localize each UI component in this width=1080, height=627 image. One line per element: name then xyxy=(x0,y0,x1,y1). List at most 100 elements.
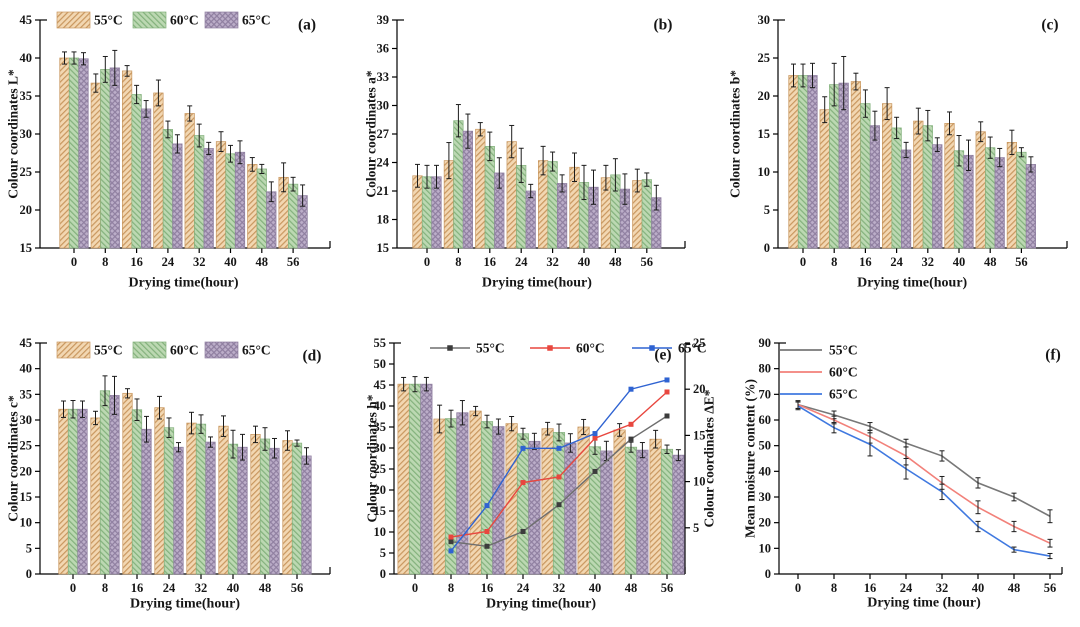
svg-text:24: 24 xyxy=(517,581,530,595)
x-axis-ticks: 0 8 16 24 32 40 48 56 xyxy=(412,574,673,595)
svg-text:15: 15 xyxy=(758,127,771,141)
svg-text:10: 10 xyxy=(693,475,706,489)
panel-d: 0 5 10 15 20 25 30 35 40 45 0 8 16 24 32 40 48 56 Colour c… xyxy=(0,311,360,622)
x-axis-label: Drying time(hour) xyxy=(130,597,240,612)
svg-text:25: 25 xyxy=(20,165,33,179)
bars-60°C xyxy=(797,75,1027,249)
svg-text:40: 40 xyxy=(374,399,387,413)
svg-text:30: 30 xyxy=(759,490,772,504)
svg-text:60°C: 60°C xyxy=(576,341,605,356)
error-bars-65°C xyxy=(423,376,681,462)
x-axis-label: Drying time (hour) xyxy=(867,596,981,611)
bars-60°C xyxy=(421,120,652,249)
svg-text:56: 56 xyxy=(1044,581,1057,595)
svg-text:32: 32 xyxy=(553,581,566,595)
svg-text:30: 30 xyxy=(758,13,771,27)
svg-text:48: 48 xyxy=(984,255,997,269)
x-axis-label: Drying time(hour) xyxy=(129,276,239,291)
panel-letter: (b) xyxy=(654,17,673,34)
svg-text:24: 24 xyxy=(890,255,903,269)
error-bars-65°C xyxy=(434,113,659,211)
svg-text:5: 5 xyxy=(26,541,32,555)
svg-text:20: 20 xyxy=(759,516,772,530)
error-bars-55°C xyxy=(401,376,659,449)
y-axis-ticks: 15 20 25 30 35 40 45 xyxy=(20,13,40,255)
svg-text:55°C: 55°C xyxy=(94,13,123,28)
svg-text:40: 40 xyxy=(224,255,237,269)
bars-65°C xyxy=(78,58,308,249)
svg-text:25: 25 xyxy=(758,51,771,65)
svg-text:40: 40 xyxy=(20,51,33,65)
svg-text:48: 48 xyxy=(1008,581,1021,595)
svg-text:10: 10 xyxy=(374,525,387,539)
svg-text:8: 8 xyxy=(831,581,837,595)
svg-text:40: 40 xyxy=(589,581,602,595)
panel-a-chart: 15 20 25 30 35 40 45 0 8 16 24 32 40 48 56 Colour coord… xyxy=(6,11,331,291)
error-bars-65°C xyxy=(810,55,1034,173)
svg-text:45: 45 xyxy=(20,336,33,350)
svg-text:10: 10 xyxy=(758,165,771,179)
error-bars-60°C xyxy=(70,375,300,459)
line-65°C xyxy=(795,401,1053,560)
svg-text:0: 0 xyxy=(70,581,76,595)
y-axis-ticks: 0 5 10 15 20 25 30 35 40 45 50 55 xyxy=(374,336,394,581)
x-axis-ticks: 0 8 16 24 32 40 48 56 xyxy=(70,574,303,595)
svg-text:18: 18 xyxy=(377,213,390,227)
axes xyxy=(39,342,331,575)
bars-60°C xyxy=(67,390,303,575)
svg-text:40: 40 xyxy=(227,581,240,595)
svg-text:0: 0 xyxy=(424,255,430,269)
y-axis-label: Mean moisture content (%) xyxy=(743,379,758,538)
svg-text:0: 0 xyxy=(412,581,418,595)
svg-text:16: 16 xyxy=(484,255,497,269)
error-bars-55°C xyxy=(62,51,287,193)
svg-text:15: 15 xyxy=(20,490,33,504)
line-55°C xyxy=(448,413,670,549)
x-axis-ticks: 0 8 16 24 32 40 48 56 xyxy=(71,248,299,269)
svg-text:25: 25 xyxy=(20,439,33,453)
svg-text:40: 40 xyxy=(20,362,33,376)
svg-text:30: 30 xyxy=(377,99,390,113)
panel-letter: (d) xyxy=(303,348,322,365)
svg-text:32: 32 xyxy=(546,255,559,269)
legend: 55°C 60°C 65°C xyxy=(56,11,271,29)
svg-text:0: 0 xyxy=(71,255,77,269)
svg-text:16: 16 xyxy=(864,581,877,595)
panel-c-chart: 0 5 10 15 20 25 30 0 8 16 24 32 40 48 56 Colour coordin… xyxy=(728,13,1068,291)
svg-text:65°C: 65°C xyxy=(829,387,858,402)
error-bars-65°C xyxy=(80,375,309,465)
svg-text:16: 16 xyxy=(481,581,494,595)
svg-text:24: 24 xyxy=(162,255,175,269)
y-axis-label: Colour coordinates b* xyxy=(728,70,743,198)
svg-text:40: 40 xyxy=(953,255,966,269)
svg-text:48: 48 xyxy=(609,255,622,269)
y-axis-label: Colour coordinates L* xyxy=(6,69,21,199)
x-axis-label: Drying time(hour) xyxy=(486,597,596,612)
panel-letter: (a) xyxy=(298,17,316,34)
svg-text:21: 21 xyxy=(377,184,390,198)
svg-text:15: 15 xyxy=(20,241,33,255)
y-axis-label: Colour coordinates c* xyxy=(6,395,21,522)
svg-text:33: 33 xyxy=(377,70,390,84)
svg-text:65°C: 65°C xyxy=(678,341,707,356)
svg-text:25: 25 xyxy=(693,336,706,350)
svg-text:0: 0 xyxy=(764,241,770,255)
svg-text:27: 27 xyxy=(377,127,390,141)
svg-text:30: 30 xyxy=(374,441,387,455)
error-bars-60°C xyxy=(424,104,650,201)
svg-text:45: 45 xyxy=(20,13,33,27)
svg-text:32: 32 xyxy=(193,255,206,269)
legend: 55°C 60°C 65°C xyxy=(56,341,271,359)
svg-text:32: 32 xyxy=(195,581,208,595)
svg-text:8: 8 xyxy=(448,581,454,595)
svg-text:65°C: 65°C xyxy=(242,343,271,358)
svg-text:50: 50 xyxy=(759,439,772,453)
right-axis-ticks: 5 10 15 20 25 xyxy=(685,336,706,535)
panel-a: 15 20 25 30 35 40 45 0 8 16 24 32 40 48 56 Colour coord… xyxy=(0,0,360,311)
svg-text:0: 0 xyxy=(26,567,32,581)
svg-text:70: 70 xyxy=(759,387,772,401)
panel-e: 0 5 10 15 20 25 30 35 40 45 50 55 5 10 15 20 25 Colour co… xyxy=(360,311,720,622)
line-60°C xyxy=(448,389,670,540)
